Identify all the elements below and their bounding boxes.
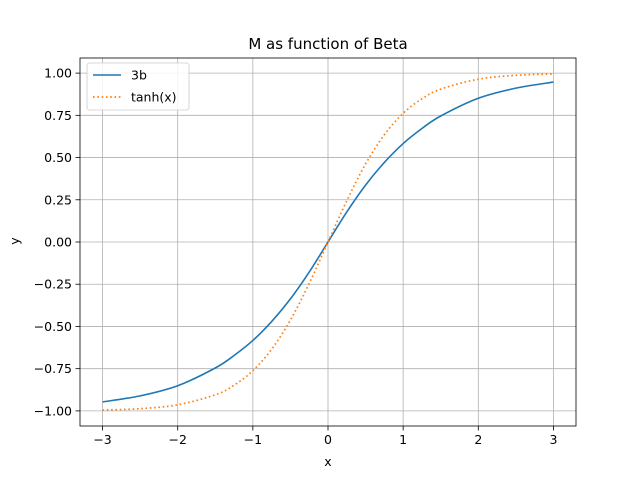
x-tick-label: 3 bbox=[549, 432, 557, 447]
y-tick-label: 0.25 bbox=[44, 192, 72, 207]
x-axis-label: x bbox=[324, 454, 331, 469]
grid bbox=[80, 58, 576, 426]
x-tick-label: 2 bbox=[474, 432, 482, 447]
y-tick-label: 0.75 bbox=[44, 108, 72, 123]
y-tick-label: −1.00 bbox=[34, 403, 72, 418]
y-tick-label: −0.75 bbox=[34, 361, 72, 376]
legend-label-3b: 3b bbox=[131, 68, 147, 83]
y-tick-label: 0.00 bbox=[44, 235, 72, 250]
chart-title: M as function of Beta bbox=[248, 35, 407, 53]
x-tick-label: 1 bbox=[399, 432, 407, 447]
y-tick-label: 1.00 bbox=[44, 66, 72, 81]
series-line-tanh bbox=[102, 73, 554, 411]
x-tick-label: −2 bbox=[168, 432, 186, 447]
x-tick-label: −1 bbox=[244, 432, 262, 447]
y-axis-label: y bbox=[7, 237, 22, 245]
y-tick-label: 0.50 bbox=[44, 150, 72, 165]
y-tick-label: −0.50 bbox=[34, 319, 72, 334]
x-tick-label: −3 bbox=[93, 432, 111, 447]
x-tick-label: 0 bbox=[324, 432, 332, 447]
legend-label-tanh: tanh(x) bbox=[131, 90, 177, 105]
legend: 3b tanh(x) bbox=[86, 62, 190, 111]
series-line-3b bbox=[102, 81, 554, 403]
series-layer bbox=[102, 73, 554, 411]
y-tick-label: −0.25 bbox=[34, 277, 72, 292]
ticks: −3 −2 −1 0 1 2 3 −1.00 −0.75 −0.50 −0.25 0.00 0.25 0.… bbox=[34, 66, 558, 447]
